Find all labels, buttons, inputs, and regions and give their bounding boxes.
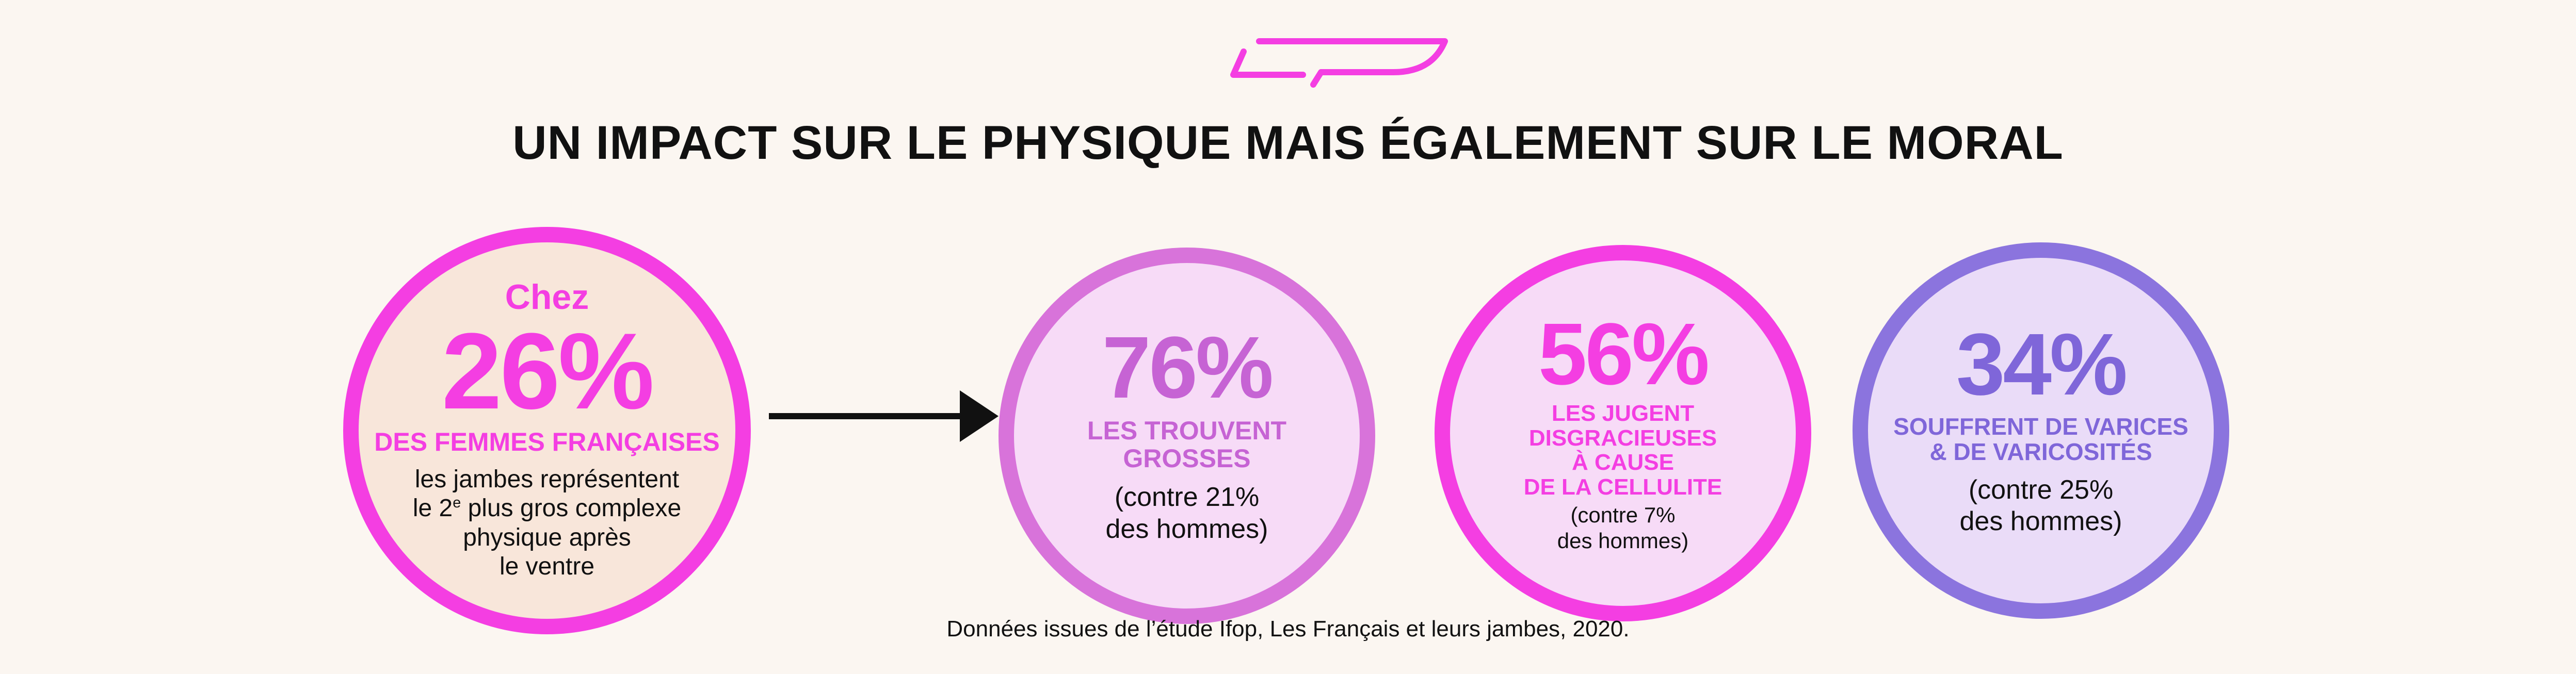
stat-value: 76% — [1102, 318, 1274, 417]
headline-line: & DE VARICOSITÉS — [1929, 438, 2152, 466]
brand-logo-icon — [1230, 38, 1448, 88]
page-title: UN IMPACT SUR LE PHYSIQUE MAIS ÉGALEMENT… — [512, 117, 2064, 169]
source-footnote: Données issues de l’étude Ifop, Les Fran… — [946, 616, 1630, 642]
stat-value: 26% — [441, 310, 654, 432]
headline-line: LES JUGENT — [1551, 401, 1695, 426]
stat-value: 34% — [1956, 316, 2128, 414]
note-line: le 2e plus gros complexe — [413, 494, 681, 523]
note-line: le ventre — [499, 553, 595, 581]
stat-headline: LES TROUVENT GROSSES — [1087, 417, 1286, 472]
headline-line: DISGRACIEUSES — [1528, 425, 1717, 451]
note-ordinal-sup: e — [453, 495, 461, 512]
headline-line: À CAUSE — [1571, 450, 1674, 475]
stat-intro: Chez — [505, 277, 589, 317]
note-line: des hommes) — [1959, 506, 2122, 537]
headline-line: LES TROUVENT — [1087, 416, 1287, 446]
stat-note: (contre 7% des hommes) — [1557, 502, 1688, 553]
note-line: physique après — [463, 523, 631, 551]
stat-note: (contre 25% des hommes) — [1960, 474, 2122, 538]
note-line: (contre 25% — [1968, 475, 2114, 505]
right-arrow-icon — [769, 390, 999, 442]
headline-line: GROSSES — [1123, 444, 1251, 473]
stat-value: 56% — [1538, 305, 1710, 403]
stat-headline: SOUFFRENT DE VARICES & DE VARICOSITÉS — [1893, 414, 2188, 465]
stat-circle-56: 56% LES JUGENT DISGRACIEUSES À CAUSE DE … — [1435, 245, 1811, 621]
stat-circle-76: 76% LES TROUVENT GROSSES (contre 21% des… — [999, 248, 1375, 624]
stat-headline: LES JUGENT DISGRACIEUSES À CAUSE DE LA C… — [1524, 401, 1722, 499]
note-line: (contre 7% — [1570, 503, 1676, 528]
stat-note: (contre 21% des hommes) — [1106, 482, 1268, 545]
note-ordinal: le 2 — [412, 495, 453, 522]
note-line: (contre 21% — [1114, 482, 1260, 513]
stat-note: les jambes représentent le 2e plus gros … — [413, 465, 681, 582]
note-line: des hommes) — [1557, 528, 1689, 553]
note-line-text: plus gros complexe — [468, 495, 682, 522]
stat-circle-26: Chez 26% DES FEMMES FRANÇAISES les jambe… — [343, 227, 751, 634]
stat-headline: DES FEMMES FRANÇAISES — [374, 427, 720, 456]
headline-line: DE LA CELLULITE — [1523, 474, 1722, 500]
stat-circle-34: 34% SOUFFRENT DE VARICES & DE VARICOSITÉ… — [1853, 242, 2229, 619]
note-line: les jambes représentent — [414, 465, 680, 493]
headline-line: SOUFFRENT DE VARICES — [1893, 413, 2188, 440]
note-line: des hommes) — [1105, 514, 1268, 544]
